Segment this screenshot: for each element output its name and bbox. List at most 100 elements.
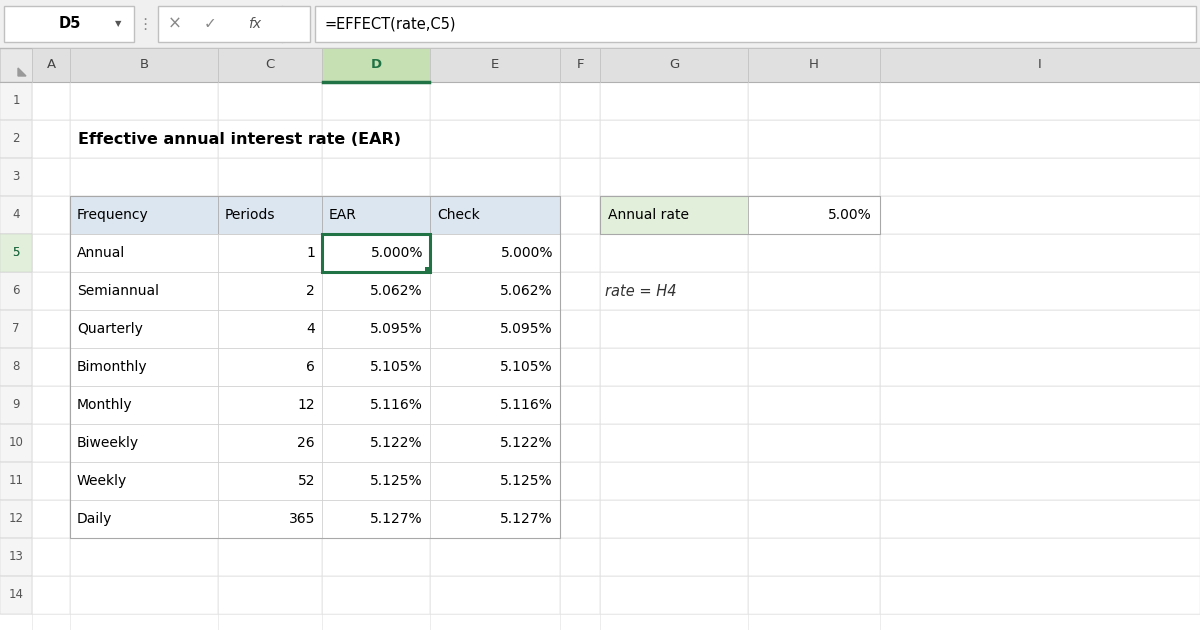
Polygon shape bbox=[18, 68, 26, 76]
Bar bbox=[430, 348, 560, 386]
Bar bbox=[218, 348, 322, 386]
Bar bbox=[600, 196, 880, 234]
Bar bbox=[322, 386, 430, 424]
Bar bbox=[0, 348, 32, 386]
Bar bbox=[0, 48, 1200, 82]
Bar bbox=[32, 82, 70, 120]
Bar bbox=[322, 234, 430, 272]
Text: EAR: EAR bbox=[329, 208, 356, 222]
Bar bbox=[322, 348, 430, 386]
Bar bbox=[218, 196, 322, 234]
Bar bbox=[0, 0, 1200, 48]
Bar bbox=[0, 272, 32, 310]
Bar bbox=[70, 272, 218, 310]
Bar bbox=[600, 272, 748, 310]
Bar bbox=[430, 500, 560, 538]
Bar bbox=[218, 272, 322, 310]
Bar bbox=[322, 538, 430, 576]
Bar bbox=[600, 500, 748, 538]
Bar bbox=[70, 500, 218, 538]
Bar bbox=[748, 424, 880, 462]
Bar bbox=[0, 120, 32, 158]
Bar bbox=[218, 196, 322, 234]
Bar bbox=[0, 576, 32, 614]
Bar bbox=[600, 386, 748, 424]
Bar bbox=[430, 386, 560, 424]
Text: Periods: Periods bbox=[226, 208, 276, 222]
Text: ⋮: ⋮ bbox=[137, 16, 152, 32]
Text: 5: 5 bbox=[12, 246, 19, 260]
Bar bbox=[430, 462, 560, 500]
Text: Frequency: Frequency bbox=[77, 208, 149, 222]
Bar bbox=[32, 576, 70, 614]
Bar bbox=[70, 348, 218, 386]
Bar bbox=[32, 538, 70, 576]
Bar bbox=[430, 48, 560, 82]
Text: 5.095%: 5.095% bbox=[371, 322, 424, 336]
Bar bbox=[32, 120, 70, 158]
Bar bbox=[70, 82, 218, 120]
Text: A: A bbox=[47, 59, 55, 71]
Bar bbox=[0, 462, 32, 500]
Text: 12: 12 bbox=[8, 512, 24, 525]
Bar bbox=[600, 424, 748, 462]
Text: D: D bbox=[371, 59, 382, 71]
Text: 3: 3 bbox=[12, 171, 19, 183]
Bar bbox=[218, 158, 322, 196]
Bar bbox=[600, 196, 748, 234]
Text: 5.000%: 5.000% bbox=[500, 246, 553, 260]
Bar bbox=[322, 158, 430, 196]
Bar bbox=[70, 48, 218, 82]
Bar bbox=[748, 196, 880, 234]
Bar bbox=[880, 48, 1200, 82]
Bar bbox=[218, 386, 322, 424]
Bar bbox=[70, 234, 218, 272]
Bar bbox=[322, 196, 430, 234]
Bar bbox=[218, 310, 322, 348]
Bar bbox=[322, 348, 430, 386]
Text: 7: 7 bbox=[12, 323, 19, 336]
Bar bbox=[560, 234, 600, 272]
Bar bbox=[430, 272, 560, 310]
Bar bbox=[430, 424, 560, 462]
Text: G: G bbox=[668, 59, 679, 71]
Bar bbox=[32, 48, 70, 82]
Bar bbox=[748, 82, 880, 120]
Text: rate = H4: rate = H4 bbox=[605, 284, 677, 299]
Bar bbox=[322, 386, 430, 424]
Bar bbox=[322, 234, 430, 272]
Bar bbox=[0, 234, 32, 272]
Bar bbox=[880, 234, 1200, 272]
Text: 5.062%: 5.062% bbox=[371, 284, 424, 298]
Bar bbox=[600, 462, 748, 500]
Text: 5.125%: 5.125% bbox=[371, 474, 424, 488]
Text: =EFFECT(rate,C5): =EFFECT(rate,C5) bbox=[325, 16, 456, 32]
Bar bbox=[32, 500, 70, 538]
Bar bbox=[880, 120, 1200, 158]
Bar bbox=[600, 234, 748, 272]
Bar bbox=[748, 158, 880, 196]
Bar bbox=[430, 196, 560, 234]
Bar bbox=[0, 158, 32, 196]
Bar bbox=[600, 310, 748, 348]
Bar bbox=[70, 310, 218, 348]
Bar bbox=[880, 272, 1200, 310]
Bar bbox=[322, 82, 430, 120]
Bar bbox=[70, 386, 218, 424]
Bar bbox=[322, 272, 430, 310]
Bar bbox=[430, 386, 560, 424]
Text: 5: 5 bbox=[12, 246, 19, 260]
Text: Semiannual: Semiannual bbox=[77, 284, 158, 298]
Bar bbox=[70, 348, 218, 386]
Bar bbox=[600, 196, 748, 234]
Text: 5.062%: 5.062% bbox=[500, 284, 553, 298]
Text: Biweekly: Biweekly bbox=[77, 436, 139, 450]
Bar bbox=[600, 538, 748, 576]
Bar bbox=[218, 424, 322, 462]
Bar bbox=[880, 196, 1200, 234]
Text: Monthly: Monthly bbox=[77, 398, 133, 412]
Bar bbox=[880, 424, 1200, 462]
Text: 14: 14 bbox=[8, 588, 24, 602]
Bar bbox=[32, 424, 70, 462]
Text: fx: fx bbox=[248, 17, 262, 31]
